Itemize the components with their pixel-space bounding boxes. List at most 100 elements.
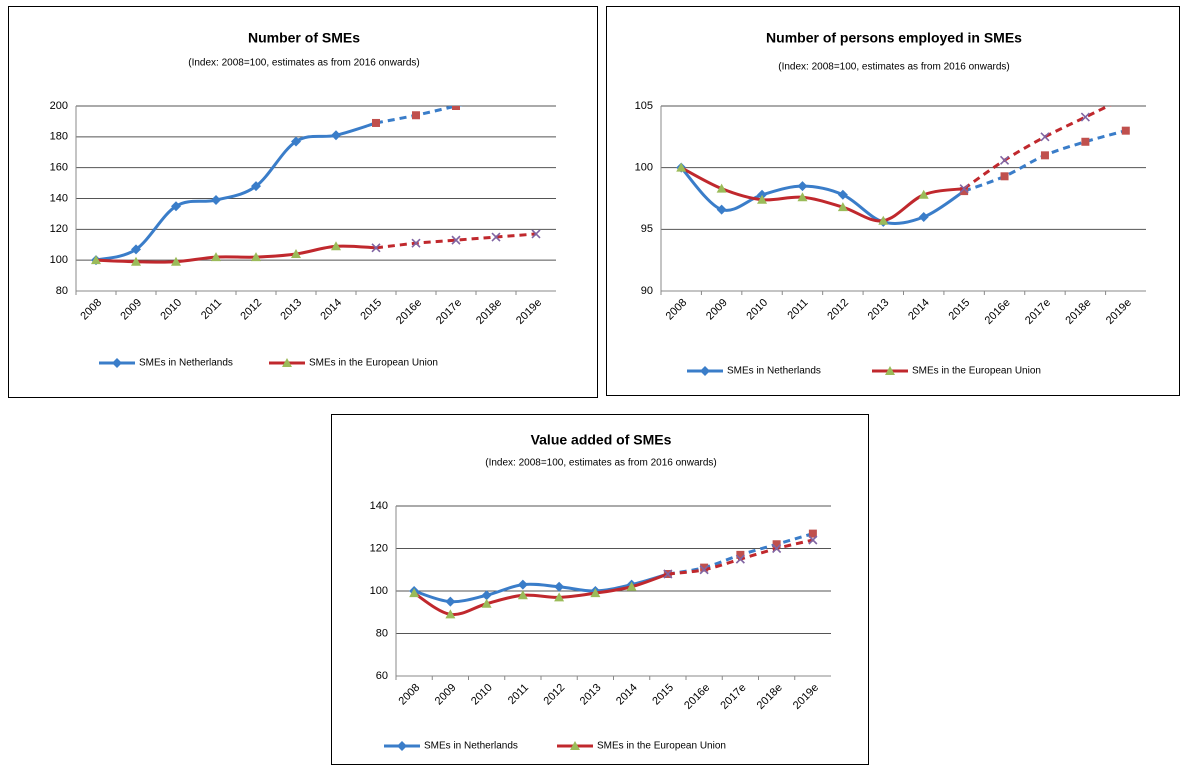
y-tick-label: 105 bbox=[635, 100, 653, 112]
marker bbox=[371, 243, 381, 253]
marker bbox=[878, 215, 889, 225]
marker bbox=[918, 189, 929, 199]
x-tick-label: 2016e bbox=[983, 297, 1013, 327]
marker bbox=[676, 162, 687, 172]
marker bbox=[291, 136, 301, 147]
x-tick-label: 2012 bbox=[825, 297, 851, 323]
chart: Number of SMEs (Index: 2008=100, estimate… bbox=[8, 6, 598, 398]
x-tick-label: 2008 bbox=[397, 682, 423, 708]
marker bbox=[1081, 137, 1090, 146]
x-tick-label: 2010 bbox=[744, 297, 770, 323]
marker bbox=[772, 543, 782, 554]
marker bbox=[251, 181, 261, 192]
marker bbox=[211, 195, 221, 206]
legend-label: SMEs in the European Union bbox=[912, 366, 1041, 377]
x-tick-label: 2011 bbox=[785, 297, 810, 322]
x-tick-label: 2014 bbox=[906, 297, 932, 323]
y-tick-label: 95 bbox=[641, 223, 653, 235]
marker bbox=[331, 241, 341, 251]
y-tick-label: 160 bbox=[50, 162, 68, 174]
x-tick-label: 2016e bbox=[682, 682, 712, 712]
marker bbox=[517, 579, 528, 590]
marker bbox=[517, 590, 528, 600]
x-tick-label: 2012 bbox=[238, 297, 264, 323]
x-tick-label: 2019e bbox=[791, 682, 821, 712]
marker bbox=[772, 540, 781, 549]
x-tick-label: 2010 bbox=[158, 297, 184, 323]
x-tick-label: 2018e bbox=[755, 682, 785, 712]
y-tick-label: 120 bbox=[50, 223, 68, 235]
marker bbox=[112, 358, 122, 368]
legend-label: SMEs in the European Union bbox=[597, 741, 726, 752]
marker bbox=[481, 590, 492, 601]
legend-label: SMEs in Netherlands bbox=[727, 366, 821, 377]
marker bbox=[211, 252, 221, 262]
y-tick-label: 90 bbox=[641, 285, 653, 297]
y-tick-label: 100 bbox=[370, 585, 388, 597]
plot bbox=[409, 529, 818, 619]
x-tick-label: 2011 bbox=[506, 682, 531, 707]
chart-subtitle: (Index: 2008=100, estimates as from 2016… bbox=[485, 458, 717, 469]
marker bbox=[590, 588, 601, 598]
marker bbox=[735, 554, 745, 564]
legend-label: SMEs in Netherlands bbox=[139, 358, 233, 369]
marker bbox=[885, 366, 895, 375]
marker bbox=[491, 232, 501, 242]
marker bbox=[1040, 151, 1049, 160]
estimate-line bbox=[963, 129, 1127, 193]
chart: Number of persons employed in SMEs (Index… bbox=[606, 6, 1180, 396]
legend-label: SMEs in Netherlands bbox=[424, 741, 518, 752]
x-tick-label: 2015 bbox=[947, 297, 973, 323]
marker bbox=[554, 581, 565, 592]
y-tick-label: 60 bbox=[376, 670, 388, 682]
x-tick-label: 2009 bbox=[433, 682, 459, 708]
marker bbox=[999, 155, 1010, 165]
marker bbox=[171, 201, 181, 212]
chart-title: Value added of SMEs bbox=[531, 432, 672, 448]
x-tick-label: 2018e bbox=[1063, 297, 1093, 327]
x-tick-label: 2008 bbox=[664, 297, 690, 323]
marker bbox=[331, 130, 341, 141]
x-tick-label: 2015 bbox=[650, 682, 676, 708]
estimate-line bbox=[963, 106, 1112, 190]
x-tick-label: 2019e bbox=[1104, 297, 1134, 327]
chart-subtitle: (Index: 2008=100, estimates as from 2016… bbox=[188, 58, 420, 69]
x-tick-label: 2017e bbox=[718, 682, 748, 712]
y-tick-label: 80 bbox=[56, 285, 68, 297]
marker bbox=[808, 529, 817, 538]
y-tick-label: 140 bbox=[50, 192, 68, 204]
x-tick-label: 2013 bbox=[278, 297, 304, 323]
x-tick-label: 2008 bbox=[78, 297, 104, 323]
chart-title: Number of SMEs bbox=[248, 30, 360, 46]
marker bbox=[1121, 126, 1130, 135]
estimate-line bbox=[375, 232, 537, 250]
x-tick-label: 2018e bbox=[474, 297, 504, 327]
x-tick-label: 2009 bbox=[118, 297, 144, 323]
marker bbox=[1000, 172, 1009, 181]
marker bbox=[445, 609, 456, 619]
marker bbox=[837, 189, 848, 200]
series-line bbox=[95, 244, 377, 264]
marker bbox=[918, 212, 929, 222]
marker bbox=[960, 187, 969, 196]
marker bbox=[451, 235, 461, 245]
marker bbox=[445, 596, 456, 607]
marker bbox=[837, 202, 848, 212]
marker bbox=[700, 366, 710, 376]
y-tick-label: 120 bbox=[370, 542, 388, 554]
marker bbox=[1040, 132, 1050, 142]
chart-title: Number of persons employed in SMEs bbox=[766, 30, 1022, 46]
marker bbox=[700, 563, 709, 572]
estimate-line bbox=[375, 106, 463, 125]
y-tick-label: 200 bbox=[50, 100, 68, 112]
plot bbox=[676, 106, 1130, 227]
marker bbox=[412, 111, 420, 120]
marker bbox=[554, 592, 565, 602]
marker bbox=[716, 204, 727, 215]
x-tick-label: 2013 bbox=[866, 297, 892, 323]
marker bbox=[1080, 112, 1090, 122]
x-tick-label: 2019e bbox=[514, 297, 544, 327]
y-tick-label: 100 bbox=[635, 162, 653, 174]
marker bbox=[959, 184, 969, 194]
